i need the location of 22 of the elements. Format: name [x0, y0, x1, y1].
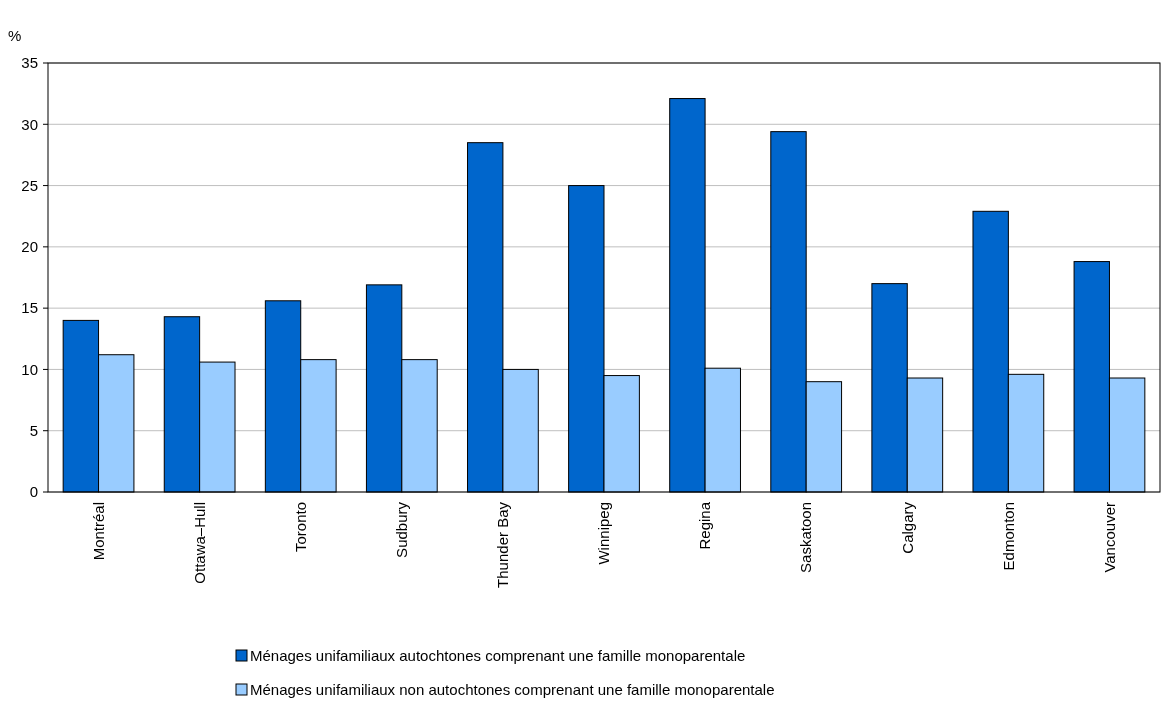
x-tick-label: Sudbury	[393, 501, 411, 558]
x-tick-label: Toronto	[291, 502, 309, 553]
x-tick-label: Vancouver	[1100, 502, 1118, 573]
y-axis-title: %	[8, 27, 22, 44]
x-tick-label: Calgary	[898, 501, 916, 554]
x-tick-label: Saskatoon	[797, 502, 815, 573]
x-tick-label: Regina	[696, 501, 714, 550]
y-tick-label: 20	[21, 238, 38, 256]
x-tick-label: Edmonton	[999, 502, 1017, 571]
y-tick-label: 30	[21, 115, 38, 133]
y-tick-label: 0	[29, 483, 38, 501]
legend-label: Ménages unifamiliaux autochtones comprenant une famille monoparentale	[250, 647, 746, 665]
y-tick-label: 15	[21, 299, 38, 317]
y-tick-label: 35	[21, 54, 38, 72]
x-tick-label: Thunder Bay	[494, 501, 512, 588]
x-tick-label: Winnipeg	[595, 502, 613, 565]
legend-label: Ménages unifamiliaux non autochtones comprenant une famille monoparentale	[250, 681, 775, 699]
y-tick-label: 25	[21, 176, 38, 194]
y-tick-label: 5	[29, 421, 38, 439]
x-tick-label: Montréal	[89, 502, 107, 561]
x-tick-label: Ottawa–Hull	[190, 502, 208, 584]
y-tick-label: 10	[21, 360, 38, 378]
